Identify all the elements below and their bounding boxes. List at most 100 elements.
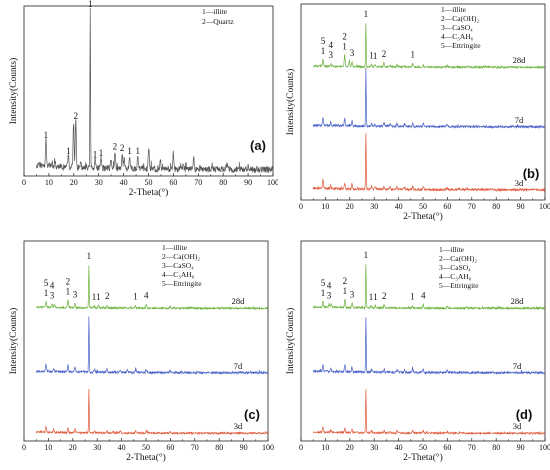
legend-entry: 4—C₃AH₆ [162,270,195,279]
peak-label: 1 [373,51,378,61]
x-tick-label: 20 [70,178,78,187]
x-tick-label: 30 [370,202,378,211]
x-tick-label: 100 [262,443,274,452]
peak-label: 4 [327,280,332,290]
peak-label: 1 [369,50,374,60]
x-tick-label: 30 [95,178,103,187]
peak-label: 1 [44,288,49,298]
plot-frame [300,240,546,442]
series-label-7d: 7d [234,361,243,371]
x-tick-label: 90 [517,443,525,452]
peak-label: 2 [382,49,387,59]
x-tick-label: 60 [169,178,177,187]
x-tick-label: 40 [120,178,128,187]
x-tick-label: 50 [419,202,427,211]
x-tick-label: 80 [219,178,227,187]
peak-label: 3 [329,50,334,60]
chart-c: 0 10 20 30 40 50 60 70 80 90 100 2-Theta(°) Intensit… [8,240,274,463]
peak-label: 1 [127,146,132,156]
chart-b: 0 10 20 30 40 50 60 70 80 90 100 2-Theta(°) Intensit… [285,3,550,222]
peak-label: 5 [321,36,326,46]
peak-label: 1 [373,292,378,302]
peak-label: 2 [120,143,125,153]
x-tick-label: 0 [299,202,303,211]
x-tick-label: 40 [395,202,403,211]
peak-label: 2 [105,291,110,301]
x-tick-label: 90 [517,202,525,211]
series-label-28d: 28d [511,296,525,306]
peak-label: 1 [410,291,415,301]
series-line-3d [312,389,546,436]
chart-a: 0 10 20 30 40 50 60 70 80 90 100 2-Theta(°) Intensit… [8,0,278,198]
peak-label: 2 [343,276,348,286]
legend-entry: 4—C₃AH₆ [441,32,474,41]
x-tick-label: 60 [443,443,451,452]
legend-entry: 5—Ettringite [162,279,202,288]
y-axis-label: Intensity(Counts) [8,308,19,375]
legend-entry: 1—illite [441,5,467,14]
peak-label: 1 [133,291,138,301]
peak-label: 1 [96,292,101,302]
legend-entry: 3—CaSO₄ [439,263,471,272]
series-line-pattern [36,8,273,174]
peak-label: 1 [66,146,71,156]
peak-label: 3 [350,290,355,300]
panel-tag: (d) [516,407,533,422]
legend-entry: 2—Ca(OH)₂ [439,254,477,263]
x-tick-label: 30 [93,443,101,452]
series-label-7d: 7d [513,361,522,371]
legend-entry: 5—Ettringite [439,281,479,290]
chart-panel-a: 0 10 20 30 40 50 60 70 80 90 100 2-Theta(°) Intensit… [2,0,278,225]
peak-label: 4 [329,40,334,50]
x-tick-label: 0 [299,443,303,452]
peak-label: 1 [321,46,326,56]
peak-label: 3 [73,290,78,300]
peak-label: 1 [87,251,92,261]
peak-label: 1 [66,286,71,296]
peak-label: 4 [50,281,55,291]
x-tick-label: 10 [45,178,53,187]
legend-entry: 2—Ca(OH)₂ [162,252,200,261]
legend-entry: 5—Ettringite [441,41,481,50]
x-tick-label: 80 [492,202,500,211]
peak-label: 1 [88,0,93,9]
series-label-7d: 7d [515,115,524,125]
x-axis-label: 2-Theta(°) [403,211,443,222]
peak-label: 1 [93,149,98,159]
peak-label: 1 [369,292,374,302]
legend-entry: 1—illite [162,243,188,252]
x-axis-label: 2-Theta(°) [126,452,166,463]
chart-panel-c: 0 10 20 30 40 50 60 70 80 90 100 2-Theta(°) Intensit… [2,235,278,470]
peak-label: 1 [321,288,326,298]
series-label-3d: 3d [515,178,524,188]
x-tick-label: 70 [468,202,476,211]
x-tick-label: 40 [118,443,126,452]
series-line-28d [36,265,269,311]
peak-label: 2 [113,141,118,151]
x-tick-label: 10 [321,443,329,452]
series-line-28d [312,264,546,311]
x-tick-label: 70 [468,443,476,452]
x-tick-label: 100 [539,443,550,452]
peak-label: 5 [321,278,326,288]
x-tick-label: 100 [539,202,550,211]
y-axis-label: Intensity(Counts) [285,69,296,136]
chart-panel-d: 0 10 20 30 40 50 60 70 80 90 100 2-Theta(°) Intensit… [281,235,550,470]
chart-d: 0 10 20 30 40 50 60 70 80 90 100 2-Theta(°) Intensit… [285,240,550,463]
peak-label: 3 [50,291,55,301]
plot-frame [300,3,546,201]
plot-frame [23,240,269,442]
series-label-28d: 28d [513,55,527,65]
y-axis-label: Intensity(Counts) [8,58,19,125]
peak-label: 1 [342,42,347,52]
panel-tag: (b) [523,166,540,181]
peak-label: 2 [74,111,79,121]
peak-label: 2 [342,32,347,42]
x-axis-label: 2-Theta(°) [403,452,443,463]
peak-label: 1 [364,250,369,260]
series-line-7d [312,67,545,130]
panel-tag: (c) [244,407,260,422]
x-tick-label: 70 [191,443,199,452]
x-tick-label: 0 [22,443,26,452]
peak-label: 4 [421,290,426,300]
